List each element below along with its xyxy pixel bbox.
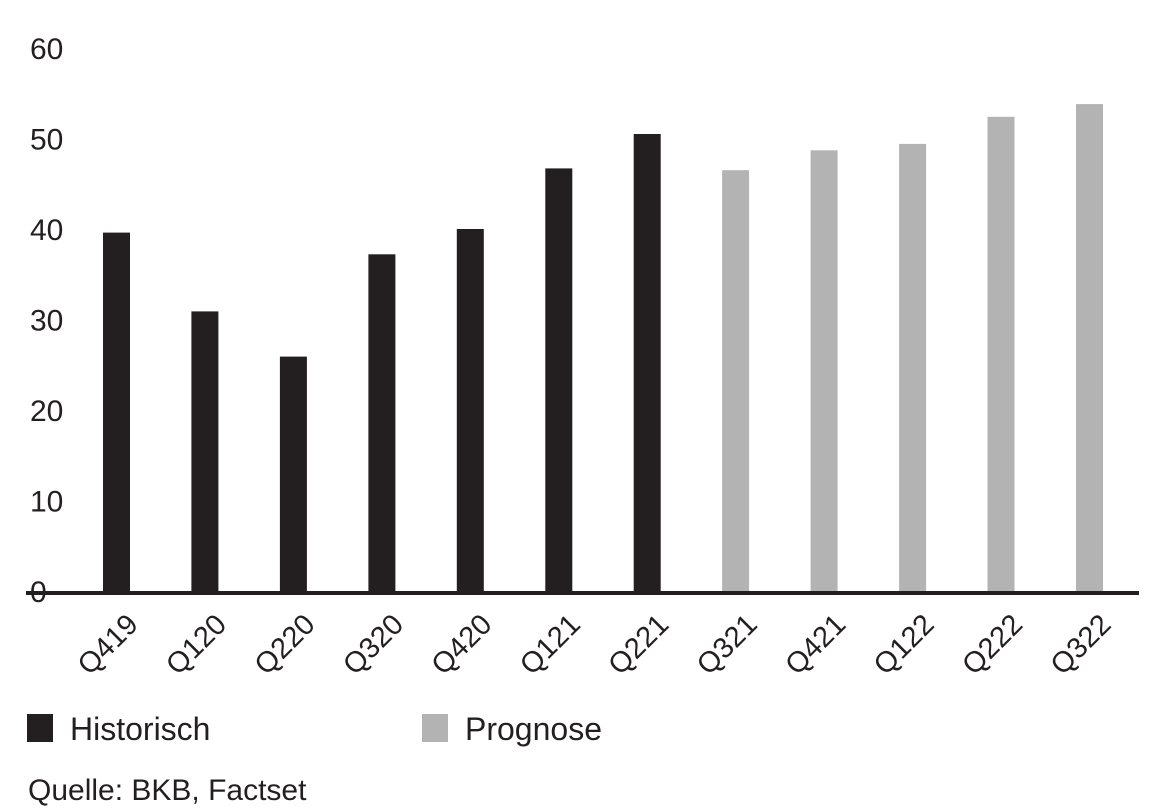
x-tick-label: Q122 — [868, 608, 941, 681]
bar-q122 — [899, 143, 927, 591]
source-note: Quelle: BKB, Factset — [28, 774, 307, 807]
x-tick-label: Q421 — [779, 608, 852, 681]
bar-q420 — [456, 229, 484, 591]
legend-swatch-prognose — [422, 714, 448, 742]
y-tick-label: 40 — [30, 214, 63, 247]
bar-q120 — [191, 311, 219, 591]
legend-swatch-historisch — [27, 714, 53, 742]
y-tick-label: 10 — [30, 486, 63, 519]
bar-q321 — [722, 170, 750, 591]
x-tick-label: Q121 — [514, 608, 587, 681]
y-tick-label: 50 — [30, 124, 63, 157]
x-tick-label: Q220 — [249, 608, 322, 681]
bar-q221 — [633, 134, 661, 591]
bar-q320 — [368, 254, 396, 592]
y-tick-label: 20 — [30, 395, 63, 428]
y-tick-label: 30 — [30, 305, 63, 338]
legend-label-historisch: Historisch — [70, 711, 210, 747]
x-tick-label: Q322 — [1045, 608, 1118, 681]
x-tick-label: Q120 — [160, 608, 233, 681]
bars — [103, 104, 1103, 592]
legend-label-prognose: Prognose — [465, 711, 602, 747]
x-tick-label: Q419 — [72, 608, 145, 681]
bar-q222 — [987, 116, 1015, 592]
x-tick-label: Q321 — [691, 608, 764, 681]
x-tick-label: Q320 — [337, 608, 410, 681]
x-tick-label: Q420 — [426, 608, 499, 681]
x-tick-label: Q221 — [602, 608, 675, 681]
bar-q421 — [810, 150, 838, 592]
bar-q419 — [103, 232, 130, 591]
legend: Historisch Prognose — [27, 711, 602, 747]
y-axis: 0102030405060 — [30, 33, 63, 609]
bar-q322 — [1076, 104, 1103, 591]
y-tick-label: 60 — [30, 33, 63, 66]
x-tick-label: Q222 — [956, 608, 1029, 681]
x-axis: Q419 Q120 Q220 Q320 Q420 Q121 Q221 Q321 Q421 Q122… — [72, 608, 1118, 681]
bar-q121 — [545, 168, 573, 591]
bar-q220 — [279, 356, 307, 591]
